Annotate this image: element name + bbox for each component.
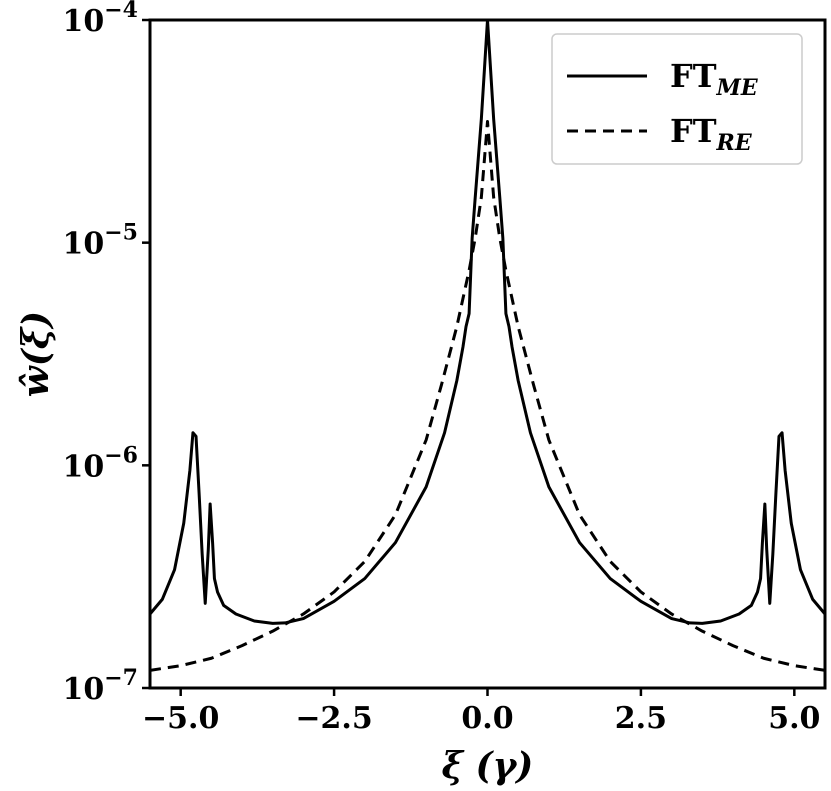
x-axis-label: ξ (γ) <box>442 745 534 787</box>
series-line-ft-re <box>150 120 825 672</box>
y-axis-label-group: ŵ(ξ) <box>15 311 57 397</box>
x-tick-label: −5.0 <box>142 701 219 736</box>
y-tick-label: 10−5 <box>63 220 139 262</box>
legend-label: FTRE <box>670 112 753 156</box>
x-tick-label: 5.0 <box>768 701 820 736</box>
x-tick-label: 2.5 <box>615 701 667 736</box>
legend: FTME FTRE <box>551 33 803 165</box>
y-tick-label: 10−4 <box>63 0 139 39</box>
y-tick-label: 10−7 <box>63 665 139 707</box>
plot-frame <box>148 18 827 690</box>
x-tick-label: −2.5 <box>295 701 372 736</box>
x-tick-label: 0.0 <box>461 701 513 736</box>
y-tick-label: 10−6 <box>63 442 139 484</box>
plot-area <box>150 20 825 672</box>
axis-ticks: −5.0 −2.5 0.0 2.5 5.0 10−7 10−6 10−5 10−4 <box>63 0 821 736</box>
legend-label: FTME <box>670 57 759 101</box>
y-axis-label: ŵ(ξ) <box>15 311 57 397</box>
legend-box <box>551 33 803 165</box>
series-line-ft-me <box>150 20 825 625</box>
